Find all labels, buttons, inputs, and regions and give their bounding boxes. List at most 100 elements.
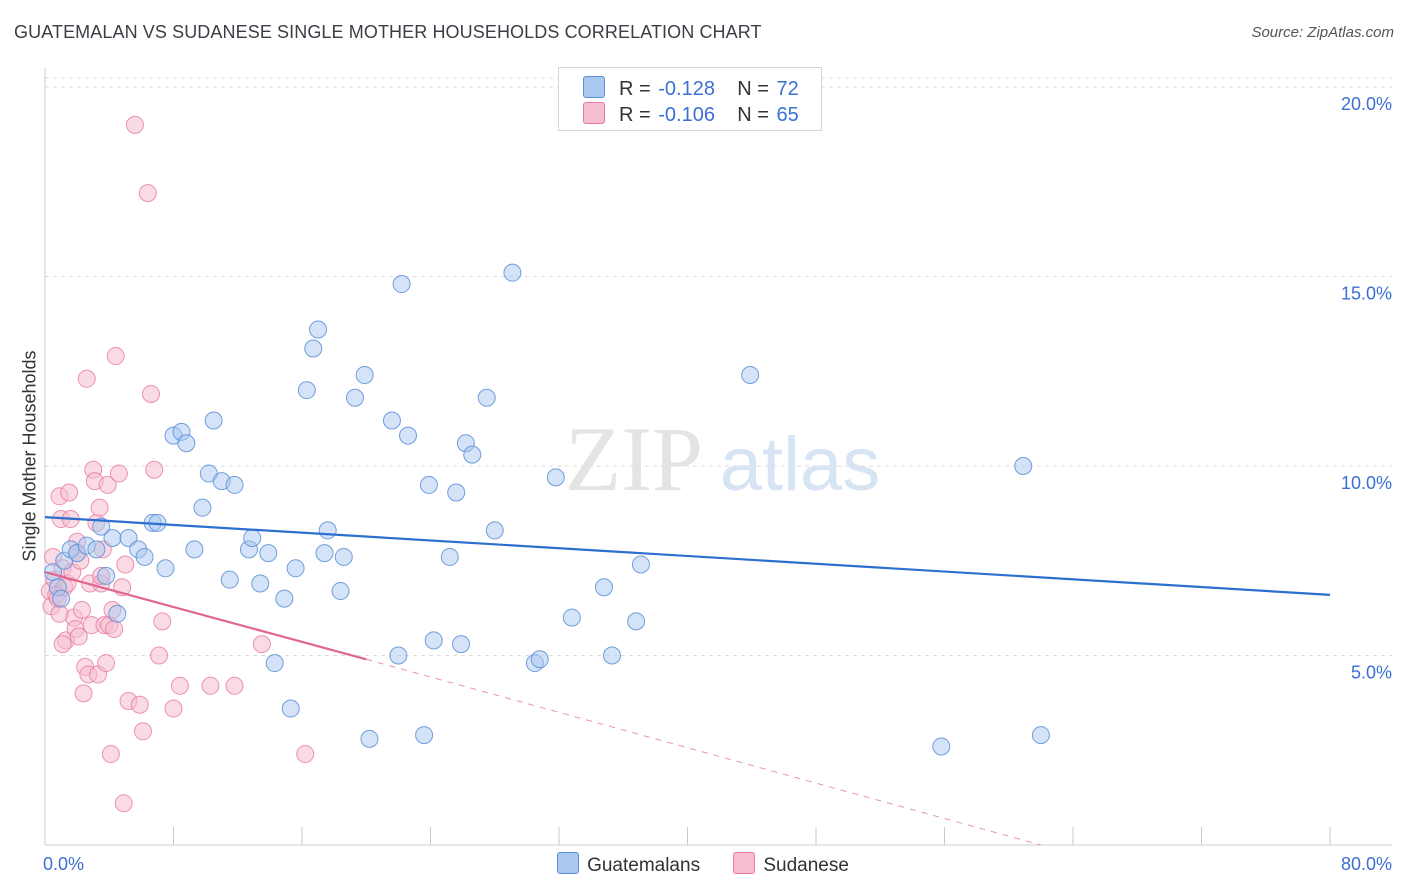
sudanese-trend-line [44, 571, 367, 661]
guatemalan-point [331, 582, 350, 601]
guatemalan-point [631, 555, 650, 574]
legend-n-value-sudanese: 65 [776, 104, 799, 126]
guatemalan-point [315, 544, 334, 563]
guatemalan-point [477, 388, 496, 407]
guatemalan-point [225, 475, 244, 494]
guatemalan-point [135, 547, 154, 566]
guatemalan-point [177, 434, 196, 453]
sudanese-point [138, 184, 157, 203]
guatemalan-point [932, 737, 951, 756]
guatemalan-point [334, 547, 353, 566]
legend-swatch-blue [583, 76, 605, 98]
guatemalan-point [485, 521, 504, 540]
guatemalan-point [530, 650, 549, 669]
guatemalan-point [447, 483, 466, 502]
guatemalan-point [156, 559, 175, 578]
guatemalan-point [346, 388, 365, 407]
guatemalan-point [463, 445, 482, 464]
legend-n-value-guatemalans: 72 [776, 78, 799, 100]
series-name-sudanese: Sudanese [763, 855, 849, 876]
watermark: ZIP atlas [565, 408, 880, 510]
x-tick-label-max: 80.0% [1341, 854, 1392, 874]
sudanese-point [105, 619, 124, 638]
sudanese-points [40, 115, 315, 813]
guatemalan-point [452, 635, 471, 654]
guatemalan-point [243, 528, 262, 547]
sudanese-trend-extension [366, 658, 1042, 846]
guatemalan-point [562, 608, 581, 627]
guatemalan-point [741, 366, 760, 385]
sudanese-point [133, 722, 152, 741]
guatemalan-point [389, 646, 408, 665]
guatemalan-point [382, 411, 401, 430]
sudanese-point [130, 695, 149, 714]
series-swatch-pink [733, 852, 756, 874]
series-name-guatemalans: Guatemalans [587, 855, 701, 876]
sudanese-point [90, 498, 109, 517]
guatemalan-point [309, 320, 328, 339]
sudanese-point [225, 676, 244, 695]
y-tick-label: 10.0% [1341, 473, 1392, 493]
guatemalan-point [103, 528, 122, 547]
guatemalan-point [546, 468, 565, 487]
sudanese-point [60, 483, 79, 502]
y-tick-label: 15.0% [1341, 283, 1392, 303]
x-tick-label-min: 0.0% [43, 854, 84, 874]
series-legend-guatemalans[interactable]: Guatemalans [557, 852, 700, 877]
sudanese-point [101, 745, 120, 764]
legend-n-label: N = [737, 78, 769, 100]
guatemalan-point [392, 275, 411, 294]
guatemalan-point [297, 381, 316, 400]
guatemalan-point [594, 578, 613, 597]
guatemalan-point [440, 547, 459, 566]
guatemalan-point [318, 521, 337, 540]
legend-r-label: R = [619, 104, 651, 126]
axes [44, 68, 1392, 846]
sudanese-point [145, 460, 164, 479]
sudanese-point [98, 475, 117, 494]
sudanese-point [114, 794, 133, 813]
guatemalan-point [204, 411, 223, 430]
guatemalan-point [185, 540, 204, 559]
legend-n-label: N = [737, 104, 769, 126]
guatemalan-point [52, 589, 71, 608]
y-tick-label: 5.0% [1351, 662, 1392, 682]
guatemalan-point [424, 631, 443, 650]
guatemalan-point [259, 544, 278, 563]
guatemalan-point [355, 366, 374, 385]
y-axis-label: Single Mother Households [19, 350, 40, 562]
y-tick-label: 20.0% [1341, 94, 1392, 114]
sudanese-point [50, 604, 69, 623]
legend-row-sudanese: R = -0.106 N = 65 [583, 102, 799, 127]
guatemalan-point [97, 566, 116, 585]
series-legend: Guatemalans Sudanese [0, 852, 1406, 877]
series-swatch-blue [557, 852, 580, 874]
guatemalan-point [92, 517, 111, 536]
guatemalan-point [275, 589, 294, 608]
sudanese-point [53, 635, 72, 654]
sudanese-point [72, 601, 91, 620]
legend-row-guatemalans: R = -0.128 N = 72 [583, 76, 799, 101]
guatemalan-trend-line [44, 516, 1331, 596]
guatemalan-point [281, 699, 300, 718]
guatemalan-point [415, 726, 434, 745]
guatemalan-point [286, 559, 305, 578]
guatemalan-point [193, 498, 212, 517]
guatemalan-point [360, 729, 379, 748]
guatemalan-point [627, 612, 646, 631]
sudanese-point [109, 464, 128, 483]
series-legend-sudanese[interactable]: Sudanese [733, 852, 849, 877]
guatemalan-point [419, 475, 438, 494]
sudanese-point [142, 384, 161, 403]
sudanese-point [106, 347, 125, 366]
legend-r-value-sudanese: -0.106 [658, 104, 715, 126]
guatemalan-point [251, 574, 270, 593]
guatemalan-points [44, 263, 1050, 756]
guatemalan-point [1014, 456, 1033, 475]
watermark-atlas: atlas [720, 422, 881, 507]
sudanese-point [170, 676, 189, 695]
trend-lines [44, 516, 1331, 846]
chart-title: GUATEMALAN VS SUDANESE SINGLE MOTHER HOU… [14, 22, 762, 42]
sudanese-point [125, 115, 144, 134]
